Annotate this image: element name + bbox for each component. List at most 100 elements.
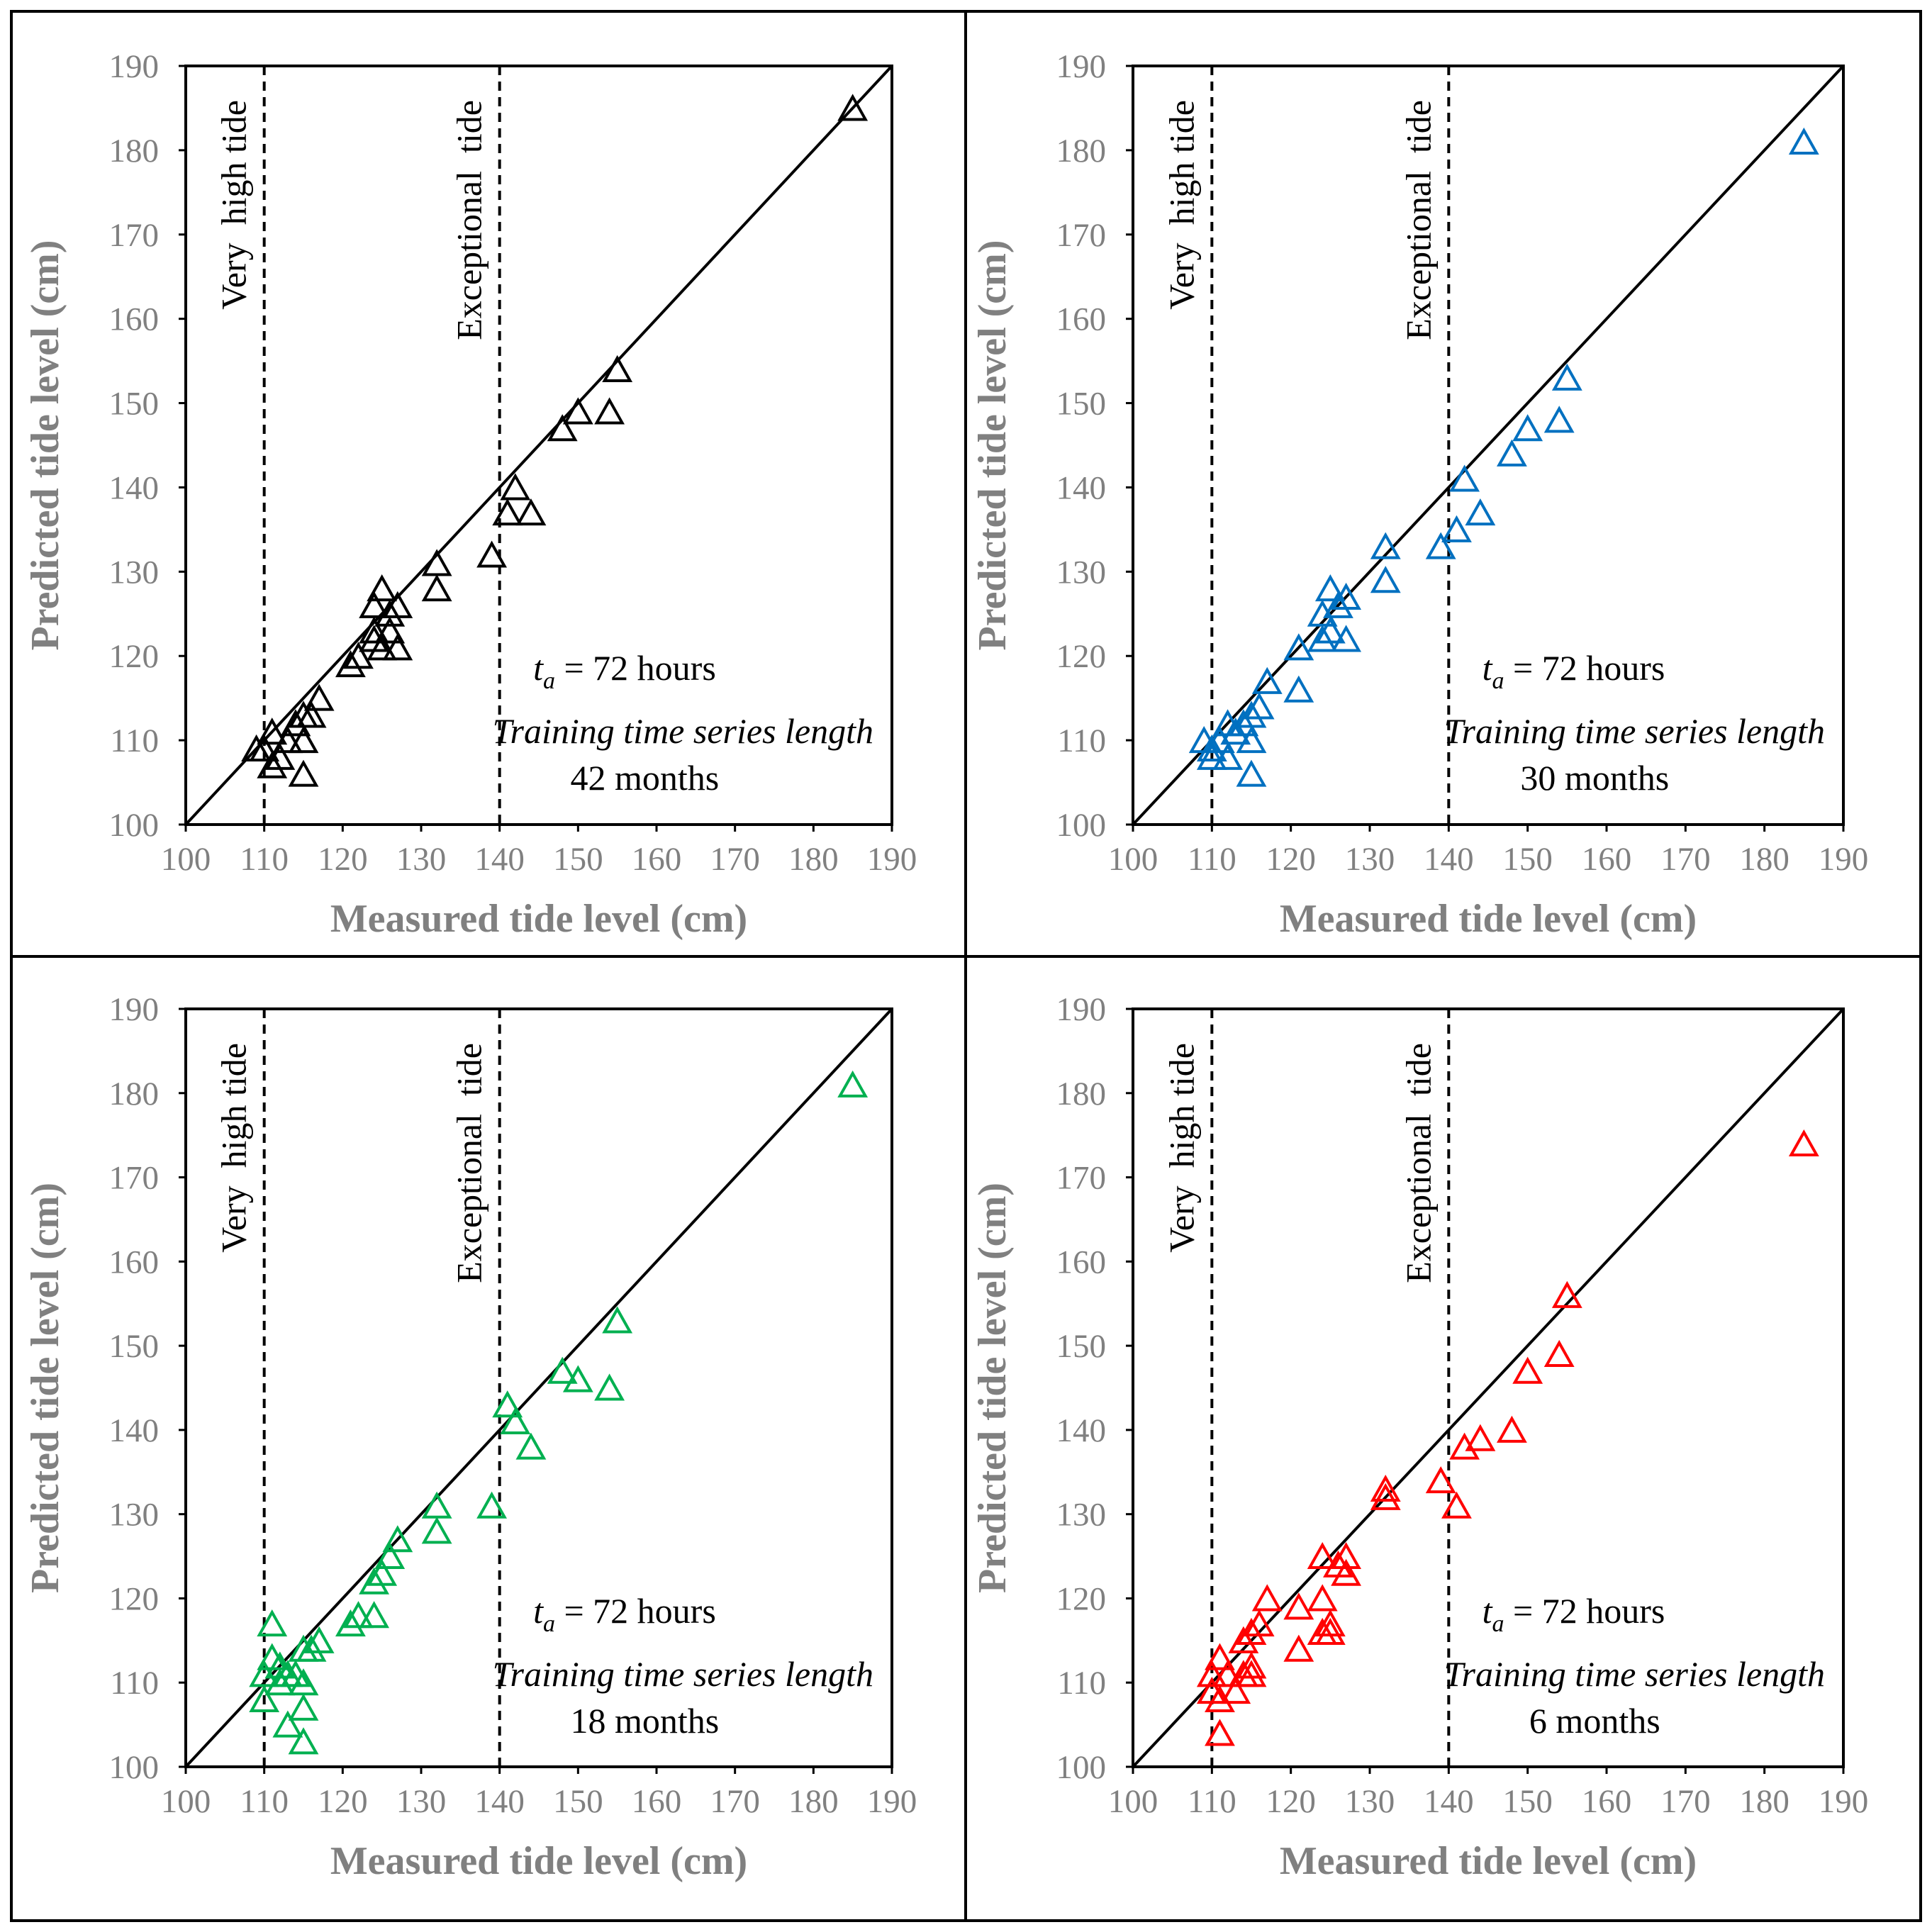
data-point-triangle [1370,566,1401,593]
data-point-triangle [1449,1432,1480,1460]
training-length-label: Training time series length [1444,1654,1826,1694]
data-point-triangle [1465,1424,1496,1451]
data-point-triangle [288,726,319,754]
y-tick-label: 160 [109,301,160,338]
data-point-triangle [1212,742,1244,770]
lead-time-subscript: a [543,1611,555,1637]
data-point-triangle [602,1306,633,1334]
y-tick-label: 130 [109,1497,160,1534]
y-tick-label: 160 [1056,1244,1107,1280]
data-point-triangle [1228,1626,1259,1653]
data-point-triangle [359,625,390,652]
threshold-label: Very high tide [214,100,254,310]
training-length-value: 18 months [571,1701,720,1741]
data-point-triangle [1441,1491,1472,1519]
x-tick-label: 140 [1424,1783,1474,1820]
lead-time-label: ta = 72 hours [533,648,716,694]
data-point-triangle [515,498,547,526]
x-tick-label: 150 [553,841,603,878]
data-point-triangle [547,414,578,442]
y-tick-label: 140 [1056,469,1107,506]
lead-time-subscript: a [543,668,555,694]
data-point-triangle [257,1609,288,1637]
data-point-triangle [367,633,398,661]
threshold-label: Very high tide [1161,100,1201,310]
y-tick-label: 130 [1056,1497,1107,1534]
x-tick-label: 190 [867,1783,917,1820]
x-tick-label: 120 [318,1783,368,1820]
lead-time-symbol: t [1482,1591,1493,1631]
data-point-triangle [1283,633,1314,661]
x-tick-label: 180 [1739,841,1789,878]
x-tick-label: 160 [632,841,682,878]
data-point-triangle [374,1541,406,1570]
data-point-triangle [1323,1550,1353,1578]
x-tick-label: 190 [1819,1783,1869,1820]
threshold-label: Exceptional tide [450,1043,489,1283]
y-axis-title: Predicted tide level (cm) [23,240,67,651]
y-axis-title: Predicted tide level (cm) [23,1183,67,1593]
data-point-triangle [1370,532,1401,559]
x-tick-label: 180 [1739,1783,1789,1820]
y-tick-label: 110 [110,1665,159,1702]
data-point-triangle [1314,574,1346,602]
data-point-triangle [249,1685,280,1712]
data-point-triangle [562,1365,593,1392]
data-point-triangle [1314,1617,1346,1645]
data-point-triangle [1512,414,1543,442]
data-point-triangle [1205,1685,1235,1712]
x-tick-label: 160 [1582,841,1632,878]
data-point-triangle [492,498,523,526]
y-tick-label: 170 [109,1160,160,1197]
data-point-triangle [500,473,531,501]
lead-time-value: = 72 hours [555,648,716,688]
y-tick-label: 150 [109,1328,160,1365]
data-point-triangle [515,1432,547,1460]
lead-time-label: ta = 72 hours [1482,648,1665,694]
y-tick-label: 130 [1056,554,1107,591]
plot-area [1132,1007,1845,1768]
data-point-triangle [1543,1339,1575,1367]
y-tick-label: 140 [1056,1412,1107,1449]
y-axis-title: Predicted tide level (cm) [971,1183,1015,1593]
lead-time-subscript: a [1492,668,1504,694]
data-point-triangle [1236,726,1267,754]
y-tick-label: 110 [110,722,159,759]
data-point-triangle [374,616,406,644]
x-tick-label: 140 [474,841,525,878]
y-tick-label: 160 [1056,301,1107,338]
training-length-value: 30 months [1520,758,1669,798]
x-tick-label: 160 [1582,1783,1632,1820]
x-tick-label: 110 [240,1783,289,1820]
x-tick-label: 170 [1660,1783,1711,1820]
x-tick-label: 100 [1108,841,1158,878]
y-tick-label: 150 [109,386,160,423]
y-tick-label: 120 [1056,638,1107,675]
data-point-triangle [1449,464,1480,492]
data-point-triangle [837,94,869,121]
data-point-triangle [241,734,272,761]
data-point-triangle [272,1710,303,1738]
data-point-triangle [1307,1584,1338,1612]
threshold-label: Very high tide [214,1043,254,1253]
figure-border [10,10,1922,1922]
x-tick-label: 180 [788,841,839,878]
plot-area [184,65,893,826]
data-point-triangle [594,1373,625,1401]
data-point-triangle [837,1070,869,1098]
x-tick-label: 180 [788,1783,839,1820]
data-point-triangle [547,1356,578,1384]
x-tick-label: 170 [710,841,760,878]
lead-time-symbol: t [1482,648,1493,688]
x-tick-label: 130 [396,841,447,878]
x-tick-label: 140 [1424,841,1474,878]
data-point-triangle [1251,666,1283,694]
lead-time-value: = 72 hours [1504,1591,1665,1631]
data-point-triangle [1205,1719,1235,1746]
lead-time-value: = 72 hours [1504,648,1665,688]
data-point-triangle [382,1525,413,1553]
y-tick-label: 160 [109,1244,160,1280]
data-point-triangle [359,1567,390,1595]
lead-time-label: ta = 72 hours [533,1591,716,1637]
x-tick-label: 150 [1502,1783,1553,1820]
